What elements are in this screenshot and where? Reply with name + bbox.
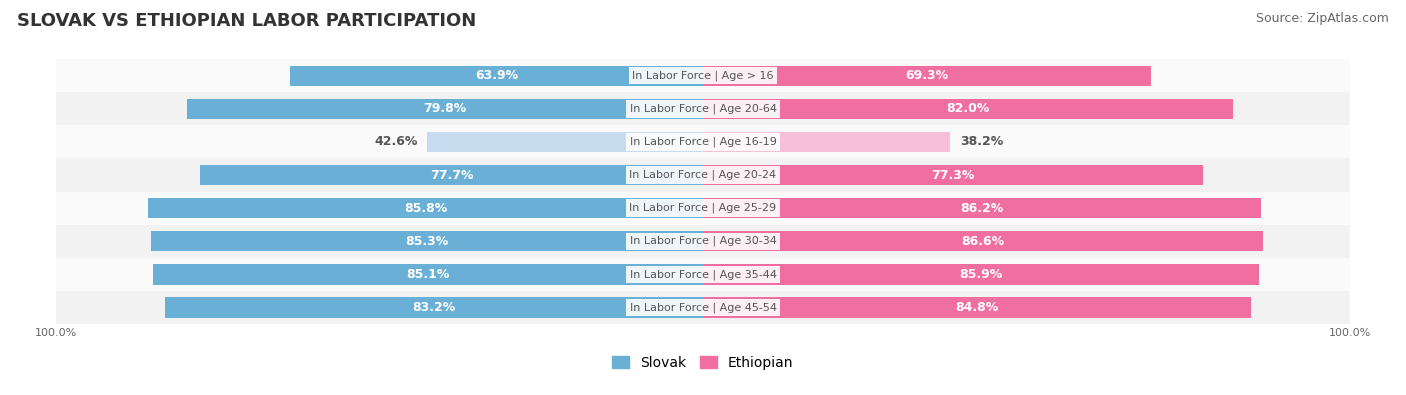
Bar — [703, 132, 950, 152]
Text: In Labor Force | Age 20-64: In Labor Force | Age 20-64 — [630, 103, 776, 114]
Bar — [56, 59, 1350, 92]
Bar — [56, 192, 1350, 225]
Text: 42.6%: 42.6% — [374, 135, 418, 149]
Bar — [703, 297, 1251, 318]
Bar — [703, 66, 1152, 86]
Bar — [56, 291, 1350, 324]
Text: 83.2%: 83.2% — [412, 301, 456, 314]
Bar — [152, 231, 703, 252]
Text: 85.3%: 85.3% — [405, 235, 449, 248]
Bar — [290, 66, 703, 86]
Text: 84.8%: 84.8% — [956, 301, 998, 314]
Bar — [201, 165, 703, 185]
Bar — [187, 99, 703, 119]
Text: In Labor Force | Age 45-54: In Labor Force | Age 45-54 — [630, 302, 776, 312]
Text: In Labor Force | Age 16-19: In Labor Force | Age 16-19 — [630, 137, 776, 147]
Bar — [703, 99, 1233, 119]
Text: 85.8%: 85.8% — [404, 201, 447, 214]
Text: 86.2%: 86.2% — [960, 201, 1004, 214]
Text: 85.1%: 85.1% — [406, 268, 450, 281]
Text: In Labor Force | Age 20-24: In Labor Force | Age 20-24 — [630, 170, 776, 180]
Text: 85.9%: 85.9% — [959, 268, 1002, 281]
Bar — [56, 258, 1350, 291]
Bar — [703, 264, 1258, 284]
Text: 86.6%: 86.6% — [962, 235, 1005, 248]
Text: In Labor Force | Age > 16: In Labor Force | Age > 16 — [633, 71, 773, 81]
Bar — [703, 198, 1261, 218]
Bar — [56, 125, 1350, 158]
Text: SLOVAK VS ETHIOPIAN LABOR PARTICIPATION: SLOVAK VS ETHIOPIAN LABOR PARTICIPATION — [17, 12, 477, 30]
Bar — [165, 297, 703, 318]
Text: 77.7%: 77.7% — [430, 169, 474, 182]
Text: 69.3%: 69.3% — [905, 69, 949, 82]
Text: In Labor Force | Age 25-29: In Labor Force | Age 25-29 — [630, 203, 776, 213]
Bar — [703, 165, 1204, 185]
Text: In Labor Force | Age 35-44: In Labor Force | Age 35-44 — [630, 269, 776, 280]
Text: 38.2%: 38.2% — [960, 135, 1002, 149]
Text: 82.0%: 82.0% — [946, 102, 990, 115]
Text: In Labor Force | Age 30-34: In Labor Force | Age 30-34 — [630, 236, 776, 246]
Text: 79.8%: 79.8% — [423, 102, 467, 115]
Text: 63.9%: 63.9% — [475, 69, 517, 82]
Text: 77.3%: 77.3% — [931, 169, 974, 182]
Legend: Slovak, Ethiopian: Slovak, Ethiopian — [607, 350, 799, 375]
Bar — [56, 225, 1350, 258]
Bar — [56, 158, 1350, 192]
Bar — [427, 132, 703, 152]
Text: Source: ZipAtlas.com: Source: ZipAtlas.com — [1256, 12, 1389, 25]
Bar — [153, 264, 703, 284]
Bar — [56, 92, 1350, 126]
Bar — [148, 198, 703, 218]
Bar — [703, 231, 1263, 252]
